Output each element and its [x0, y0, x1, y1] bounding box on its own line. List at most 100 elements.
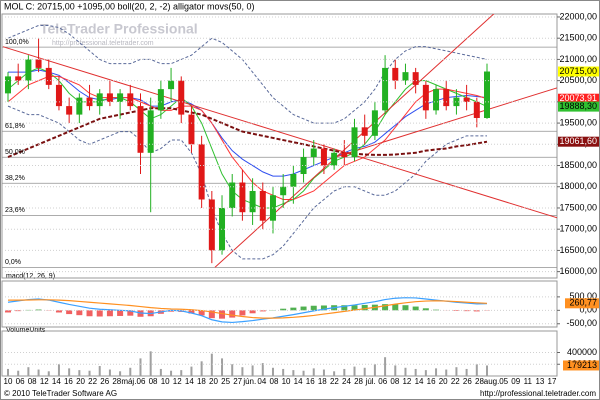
fib-label: 50,0% — [5, 149, 25, 156]
y-tick-label: 21000,00 — [559, 54, 597, 64]
fib-label: 0,0% — [5, 259, 21, 266]
x-tick-label: 16 — [306, 377, 315, 386]
x-tick-label: 20 — [209, 377, 218, 386]
histogram-bar — [5, 310, 11, 313]
watermark-url: http://professional.teletrader.com — [52, 40, 154, 47]
volume-bar — [404, 367, 407, 376]
volume-bar — [414, 368, 417, 376]
histogram-bar — [168, 310, 175, 312]
candle-body — [76, 97, 83, 115]
x-tick-label: 17 — [548, 377, 557, 386]
candle-body — [320, 148, 327, 166]
histogram-bar — [76, 310, 83, 316]
volume-bar — [445, 369, 448, 376]
volume-bar — [210, 353, 213, 376]
y-tick-label: -500,00 — [566, 318, 597, 328]
histogram-bar — [117, 310, 124, 316]
histogram-bar — [433, 309, 440, 311]
indicator-line — [7, 24, 488, 124]
macd-title: macd(12, 26, 9) — [6, 273, 55, 280]
panel — [1, 280, 558, 328]
candle-body — [147, 110, 154, 153]
histogram-bar — [402, 305, 409, 311]
y-tick-label: 17500,00 — [559, 202, 597, 212]
histogram-bar — [219, 310, 226, 319]
panel — [1, 330, 558, 377]
candle-body — [239, 182, 246, 213]
candle-body — [157, 89, 164, 111]
volume-bar — [37, 369, 40, 376]
x-tick-label: 10 — [161, 377, 170, 386]
volume-bar — [68, 368, 71, 376]
x-tick-label: 16 — [64, 377, 73, 386]
price-tag-label: 19888,30 — [559, 101, 597, 111]
histogram-bar — [351, 305, 358, 311]
panel — [1, 13, 558, 279]
x-tick-label: 06 — [137, 377, 146, 386]
price-tag-label: 20715,00 — [559, 66, 597, 76]
histogram-bar — [463, 310, 470, 312]
histogram-bar — [127, 310, 134, 316]
price-tag — [558, 101, 599, 112]
histogram-bar — [310, 305, 317, 311]
histogram-bar — [106, 310, 113, 317]
candle-body — [137, 106, 144, 153]
chart-title: MOL C: 20715,00 +1095,00 boll(20, 2, -2)… — [4, 1, 255, 11]
volume-bar — [241, 367, 244, 376]
indicator-line — [8, 69, 488, 177]
volume-bar — [261, 363, 264, 376]
y-tick-label: 500,00 — [569, 291, 597, 301]
x-tick-label: 14 — [294, 377, 303, 386]
volume-bar — [302, 370, 305, 376]
volume-bar — [251, 365, 254, 376]
y-tick-label: 400000 — [567, 347, 597, 357]
fib-label: 23,6% — [5, 207, 25, 214]
volume-bar — [384, 357, 387, 376]
indicator-line — [7, 107, 488, 158]
volume-bar — [231, 364, 234, 376]
x-tick-label: 27 — [233, 377, 242, 386]
histogram-bar — [259, 310, 266, 312]
candle-body — [25, 59, 32, 81]
x-tick-label: 24 — [342, 377, 351, 386]
y-tick-label: 0,00 — [579, 305, 597, 315]
volume-bar — [373, 364, 376, 376]
macd-line — [8, 299, 488, 319]
x-tick-label: 04 — [257, 377, 266, 386]
y-tick-label: 21500,00 — [559, 33, 597, 43]
x-tick-label: 09 — [511, 377, 520, 386]
x-tick-label: 12 — [402, 377, 411, 386]
x-tick-label: aug. — [484, 377, 500, 386]
x-tick-label: 28 — [475, 377, 484, 386]
x-tick-label: 20 — [439, 377, 448, 386]
footer-right: http://professional.teletrader.com — [480, 389, 596, 398]
x-tick-label: 28 — [354, 377, 363, 386]
volume-bar — [343, 368, 346, 376]
histogram-bar — [422, 308, 429, 311]
macd-line — [7, 297, 488, 324]
candle-body — [453, 97, 460, 107]
histogram-bar — [453, 310, 460, 311]
volume-bar — [292, 370, 295, 376]
candle-body — [331, 152, 338, 166]
candle-body — [443, 89, 450, 107]
x-tick-label: 12 — [40, 377, 49, 386]
panel-content — [2, 14, 557, 268]
candle-body — [484, 71, 490, 118]
price-tag — [558, 136, 599, 147]
candle-body — [473, 101, 480, 118]
candle-body — [198, 144, 205, 200]
histogram-bar — [239, 310, 246, 316]
x-tick-label: 06 — [16, 377, 25, 386]
candle-body — [219, 207, 226, 251]
volume-bar — [363, 367, 366, 376]
x-tick-label: 10 — [282, 377, 291, 386]
y-tick-label: 16000,00 — [559, 266, 597, 276]
volume-bar — [221, 358, 224, 376]
volume-bar — [435, 368, 438, 376]
x-tick-label: 08 — [149, 377, 158, 386]
volume-bar — [455, 367, 458, 376]
